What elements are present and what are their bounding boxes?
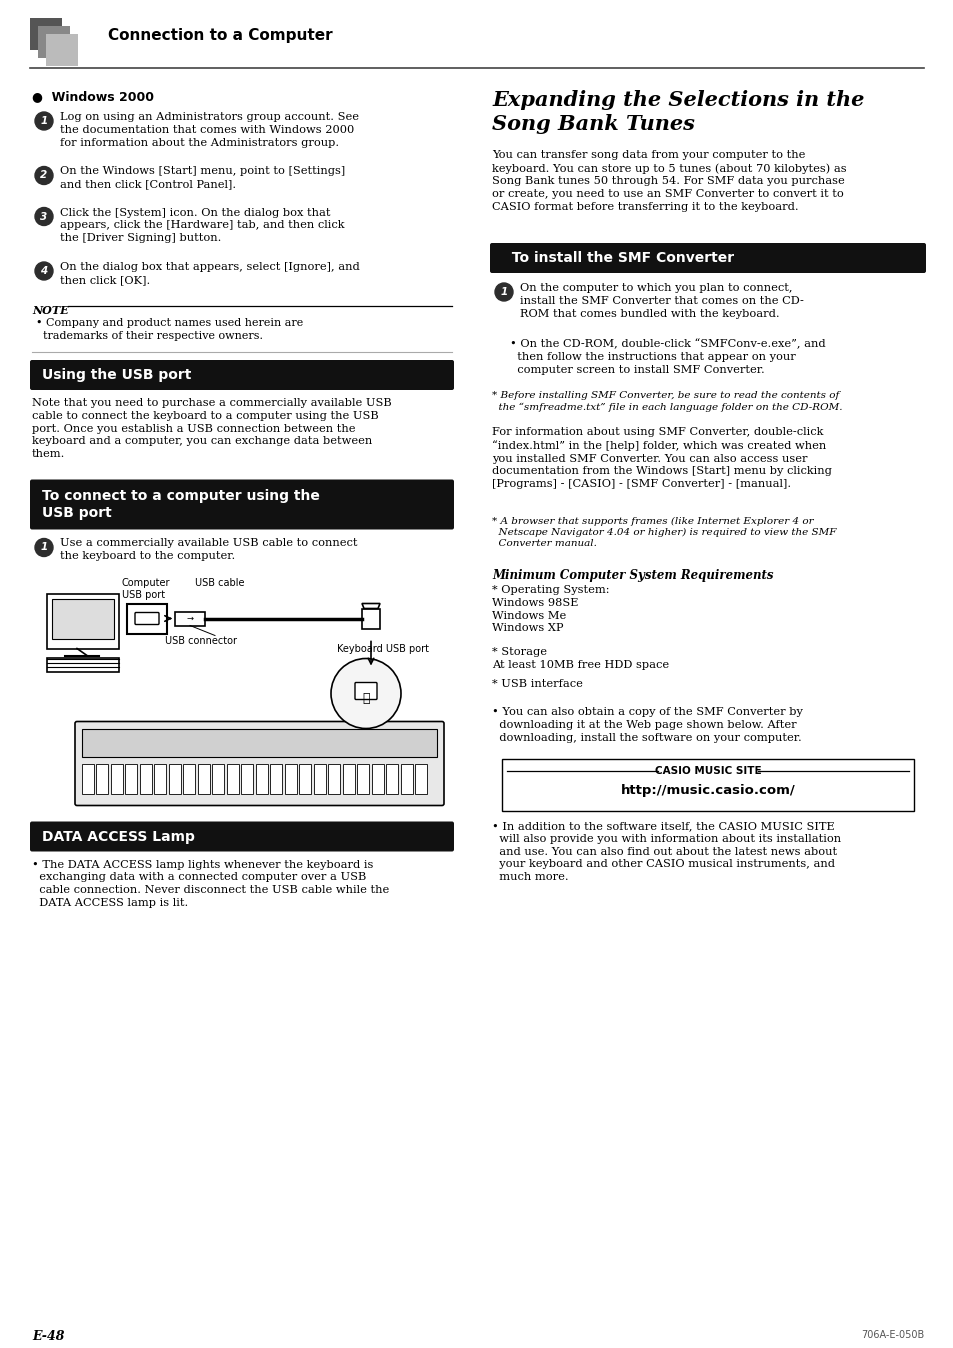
FancyBboxPatch shape	[47, 593, 119, 648]
Text: * A browser that supports frames (like Internet Explorer 4 or
  Netscape Navigat: * A browser that supports frames (like I…	[492, 518, 836, 549]
FancyBboxPatch shape	[183, 763, 195, 794]
FancyBboxPatch shape	[75, 721, 443, 806]
Circle shape	[331, 659, 400, 728]
Circle shape	[35, 167, 53, 185]
Text: On the computer to which you plan to connect,
install the SMF Converter that com: On the computer to which you plan to con…	[519, 283, 803, 318]
Text: Minimum Computer System Requirements: Minimum Computer System Requirements	[492, 569, 773, 582]
Text: To connect to a computer using the
USB port: To connect to a computer using the USB p…	[42, 489, 319, 519]
FancyBboxPatch shape	[46, 34, 78, 66]
Text: 3: 3	[40, 212, 48, 221]
FancyBboxPatch shape	[372, 763, 384, 794]
Text: * Operating System:
Windows 98SE
Windows Me
Windows XP: * Operating System: Windows 98SE Windows…	[492, 585, 609, 634]
FancyBboxPatch shape	[343, 763, 355, 794]
FancyBboxPatch shape	[154, 763, 167, 794]
Text: For information about using SMF Converter, double-click
“index.html” in the [hel: For information about using SMF Converte…	[492, 427, 831, 489]
Text: http://music.casio.com/: http://music.casio.com/	[620, 785, 795, 797]
Text: DATA ACCESS Lamp: DATA ACCESS Lamp	[42, 829, 194, 844]
FancyBboxPatch shape	[30, 18, 62, 50]
Text: 706A-E-050B: 706A-E-050B	[860, 1330, 923, 1340]
Text: Connection to a Computer: Connection to a Computer	[108, 28, 333, 43]
Text: Keyboard USB port: Keyboard USB port	[336, 643, 429, 654]
Text: • You can also obtain a copy of the SMF Converter by
  downloading it at the Web: • You can also obtain a copy of the SMF …	[492, 706, 802, 743]
Text: Using the USB port: Using the USB port	[42, 368, 192, 381]
Text: Log on using an Administrators group account. See
the documentation that comes w: Log on using an Administrators group acc…	[60, 112, 358, 147]
FancyBboxPatch shape	[30, 360, 454, 390]
Text: 1: 1	[40, 116, 48, 125]
Text: Expanding the Selections in the
Song Bank Tunes: Expanding the Selections in the Song Ban…	[492, 90, 863, 133]
Text: On the dialog box that appears, select [Ignore], and
then click [OK].: On the dialog box that appears, select […	[60, 262, 359, 284]
Text: On the Windows [Start] menu, point to [Settings]
and then click [Control Panel].: On the Windows [Start] menu, point to [S…	[60, 167, 345, 189]
FancyBboxPatch shape	[140, 763, 152, 794]
Text: USB connector: USB connector	[165, 636, 236, 647]
Text: ●  Windows 2000: ● Windows 2000	[32, 90, 153, 102]
Text: Click the [System] icon. On the dialog box that
appears, click the [Hardware] ta: Click the [System] icon. On the dialog b…	[60, 208, 344, 243]
FancyBboxPatch shape	[38, 26, 70, 58]
FancyBboxPatch shape	[314, 763, 326, 794]
Text: 4: 4	[40, 266, 48, 276]
Text: 1: 1	[500, 287, 507, 297]
FancyBboxPatch shape	[255, 763, 268, 794]
Text: Use a commercially available USB cable to connect
the keyboard to the computer.: Use a commercially available USB cable t…	[60, 538, 357, 561]
FancyBboxPatch shape	[400, 763, 413, 794]
FancyBboxPatch shape	[328, 763, 340, 794]
Text: • On the CD-ROM, double-click “SMFConv-e.exe”, and
  then follow the instruction: • On the CD-ROM, double-click “SMFConv-e…	[510, 338, 824, 375]
Circle shape	[35, 538, 53, 557]
FancyBboxPatch shape	[241, 763, 253, 794]
Text: • The DATA ACCESS lamp lights whenever the keyboard is
  exchanging data with a : • The DATA ACCESS lamp lights whenever t…	[32, 860, 389, 909]
Circle shape	[495, 283, 513, 301]
Text: • Company and product names used herein are
  trademarks of their respective own: • Company and product names used herein …	[36, 318, 303, 341]
FancyBboxPatch shape	[490, 243, 925, 274]
FancyBboxPatch shape	[52, 599, 113, 639]
Text: * Before installing SMF Converter, be sure to read the contents of
  the “smfrea: * Before installing SMF Converter, be su…	[492, 391, 841, 411]
Text: 2: 2	[40, 170, 48, 181]
Circle shape	[35, 208, 53, 225]
FancyBboxPatch shape	[285, 763, 296, 794]
FancyBboxPatch shape	[82, 763, 94, 794]
Text: 1: 1	[40, 542, 48, 553]
FancyBboxPatch shape	[501, 759, 913, 811]
FancyBboxPatch shape	[416, 763, 427, 794]
Text: CASIO MUSIC SITE: CASIO MUSIC SITE	[654, 766, 760, 776]
Text: * Storage
At least 10MB free HDD space: * Storage At least 10MB free HDD space	[492, 647, 668, 670]
FancyBboxPatch shape	[355, 682, 376, 700]
FancyBboxPatch shape	[174, 612, 205, 625]
Text: ☄: ☄	[362, 692, 370, 705]
Circle shape	[35, 262, 53, 280]
FancyBboxPatch shape	[299, 763, 312, 794]
FancyBboxPatch shape	[96, 763, 109, 794]
FancyBboxPatch shape	[135, 612, 159, 624]
Text: →: →	[186, 613, 193, 623]
FancyBboxPatch shape	[213, 763, 224, 794]
Polygon shape	[361, 604, 379, 608]
FancyBboxPatch shape	[227, 763, 239, 794]
Circle shape	[35, 112, 53, 129]
Text: You can transfer song data from your computer to the
keyboard. You can store up : You can transfer song data from your com…	[492, 150, 845, 212]
FancyBboxPatch shape	[30, 821, 454, 852]
FancyBboxPatch shape	[361, 608, 379, 628]
FancyBboxPatch shape	[127, 604, 167, 634]
Text: Computer
USB port: Computer USB port	[122, 578, 171, 600]
FancyBboxPatch shape	[30, 480, 454, 530]
Text: USB cable: USB cable	[194, 578, 244, 589]
Text: To install the SMF Converter: To install the SMF Converter	[501, 251, 734, 266]
Text: E-48: E-48	[32, 1330, 65, 1343]
FancyBboxPatch shape	[111, 763, 123, 794]
Text: * USB interface: * USB interface	[492, 679, 582, 689]
FancyBboxPatch shape	[271, 763, 282, 794]
Text: Note that you need to purchase a commercially available USB
cable to connect the: Note that you need to purchase a commerc…	[32, 398, 392, 460]
Text: • In addition to the software itself, the CASIO MUSIC SITE
  will also provide y: • In addition to the software itself, th…	[492, 821, 841, 882]
FancyBboxPatch shape	[198, 763, 210, 794]
FancyBboxPatch shape	[386, 763, 398, 794]
FancyBboxPatch shape	[82, 728, 436, 756]
FancyBboxPatch shape	[169, 763, 181, 794]
Text: NOTE: NOTE	[32, 305, 69, 315]
FancyBboxPatch shape	[126, 763, 137, 794]
FancyBboxPatch shape	[357, 763, 369, 794]
FancyBboxPatch shape	[47, 658, 119, 671]
